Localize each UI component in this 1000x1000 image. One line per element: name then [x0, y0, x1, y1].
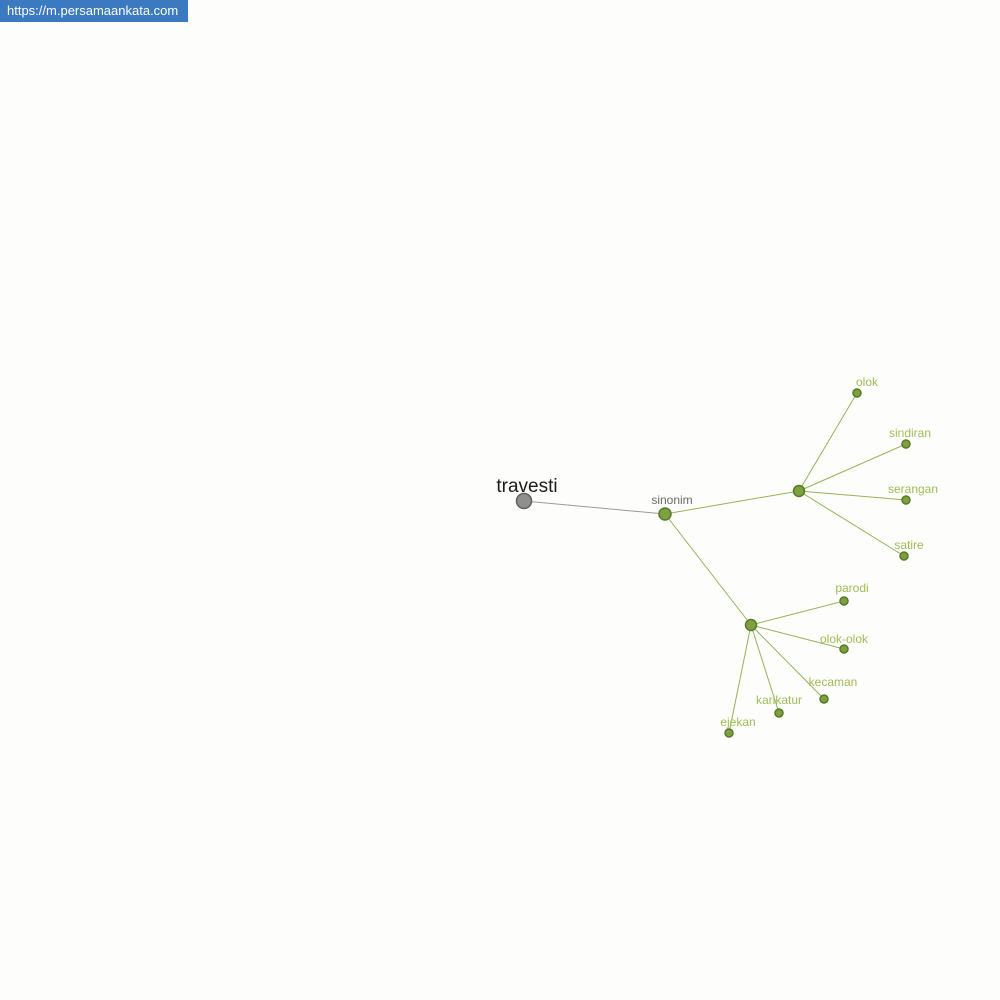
graph-node-sindiran[interactable] — [901, 439, 911, 449]
graph-node-hub-2 — [744, 618, 758, 632]
graph-node-ejekan[interactable] — [724, 728, 734, 738]
graph-edge-hub-2-kecaman — [750, 624, 825, 700]
graph-node-satire[interactable] — [899, 551, 909, 561]
graph-edge-travesti-sinonim — [523, 500, 666, 515]
graph-node-parodi[interactable] — [839, 596, 849, 606]
graph-edge-sinonim-hub-1 — [664, 490, 800, 515]
graph-edge-sinonim-hub-2 — [664, 513, 752, 626]
graph-label-olok-olok[interactable]: olok-olok — [820, 632, 869, 646]
graph-edge-hub-2-ejekan — [728, 624, 752, 734]
graph-node-kecaman[interactable] — [819, 694, 829, 704]
graph-label-serangan[interactable]: serangan — [888, 482, 938, 496]
graph-label-kecaman[interactable]: kecaman — [809, 675, 858, 689]
graph-node-serangan[interactable] — [901, 495, 911, 505]
graph-label-sinonim[interactable]: sinonim — [651, 493, 692, 507]
graph-node-sinonim[interactable] — [658, 507, 672, 521]
url-badge: https://m.persamaankata.com — [0, 0, 189, 22]
graph-node-olok[interactable] — [852, 388, 862, 398]
graph-node-travesti[interactable] — [515, 492, 533, 510]
graph-edge-hub-2-parodi — [750, 600, 845, 626]
graph-label-ejekan[interactable]: ejekan — [720, 715, 755, 729]
graph-edge-hub-1-sindiran — [798, 443, 907, 492]
graph-label-travesti[interactable]: travesti — [496, 476, 557, 497]
graph-edge-hub-1-satire — [798, 490, 905, 557]
graph-edge-hub-1-olok — [798, 392, 858, 492]
graph-node-karikatur[interactable] — [774, 708, 784, 718]
graph-label-parodi[interactable]: parodi — [835, 581, 868, 595]
graph-edge-hub-2-olok-olok — [750, 624, 845, 650]
graph-label-olok[interactable]: olok — [856, 375, 879, 389]
graph-edge-hub-1-serangan — [798, 490, 907, 501]
graph-label-karikatur[interactable]: karikatur — [756, 693, 802, 707]
graph-label-sindiran[interactable]: sindiran — [889, 426, 931, 440]
graph-edge-hub-2-karikatur — [750, 624, 780, 714]
graph-node-olok-olok[interactable] — [839, 644, 849, 654]
graph-label-satire[interactable]: satire — [894, 538, 924, 552]
graph-node-hub-1 — [792, 484, 806, 498]
